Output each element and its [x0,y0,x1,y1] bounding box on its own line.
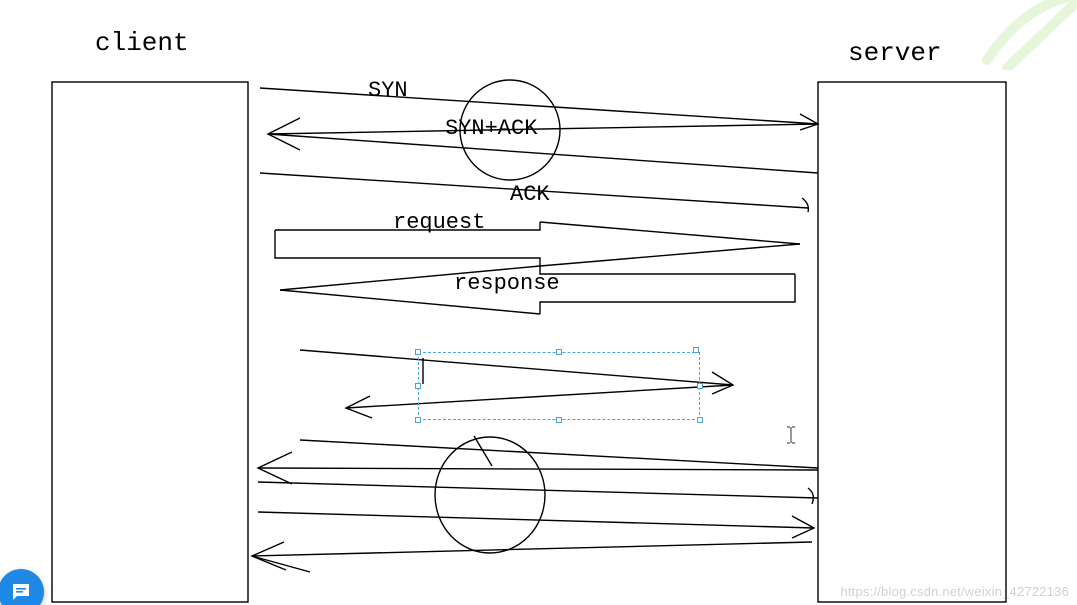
synack-label: SYN+ACK [445,116,537,141]
server-label: server [848,38,942,68]
sequence-diagram [0,0,1077,605]
request-block-arrow [275,222,800,266]
watermark-text: https://blog.csdn.net/weixin_42722136 [840,584,1069,599]
selection-handle[interactable] [415,417,421,423]
selection-handle[interactable] [415,349,421,355]
selection-handle[interactable] [697,383,703,389]
close-arrow-5 [252,542,812,572]
response-label: response [454,271,560,296]
selection-handle[interactable] [556,417,562,423]
text-selection-box[interactable] [418,352,700,420]
server-lifeline-box [818,82,1006,602]
ack-label: ACK [510,182,550,207]
close-arrow-4 [258,512,814,538]
selection-handle[interactable] [697,417,703,423]
chat-icon [9,580,33,604]
synack-arrow [268,118,818,173]
syn-arrow [260,88,818,130]
selection-handle[interactable] [693,347,699,353]
request-label: request [393,210,485,235]
highlight-circle-bottom [435,437,545,553]
close-arrow-3 [258,482,818,504]
client-label: client [95,28,189,58]
syn-label: SYN [368,78,408,103]
text-cursor-icon [786,426,796,444]
selection-handle[interactable] [556,349,562,355]
client-lifeline-box [52,82,248,602]
selection-handle[interactable] [415,383,421,389]
close-arrow-2 [258,436,818,484]
